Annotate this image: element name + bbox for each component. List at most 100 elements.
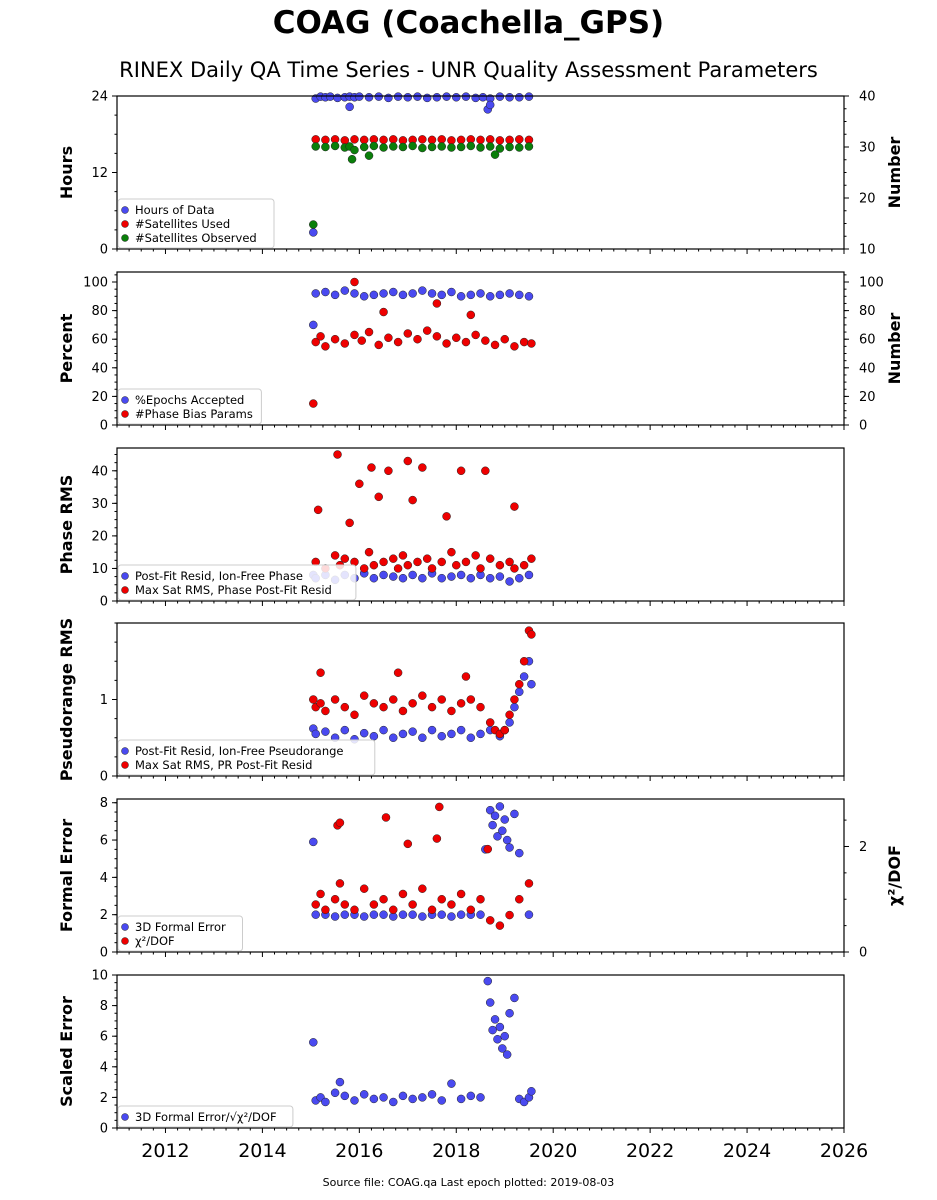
data-point	[495, 92, 505, 101]
data-point	[432, 299, 442, 308]
data-point	[502, 835, 512, 845]
data-point	[418, 286, 427, 295]
data-point	[330, 695, 340, 704]
data-point	[498, 1044, 507, 1053]
legend-marker	[121, 761, 129, 769]
data-point	[321, 727, 330, 736]
data-point	[456, 1094, 466, 1104]
data-point	[456, 725, 466, 735]
data-point	[505, 142, 514, 152]
data-point	[485, 718, 495, 727]
data-point	[398, 290, 408, 300]
data-point	[369, 731, 379, 741]
data-point	[461, 92, 471, 101]
data-point	[481, 336, 490, 345]
data-point	[505, 710, 514, 720]
data-point	[456, 292, 466, 301]
data-point	[355, 479, 364, 489]
data-point	[398, 573, 408, 583]
x-tick-label: 2012	[141, 1140, 189, 1162]
data-point	[447, 900, 456, 909]
data-point	[359, 884, 369, 893]
data-point	[495, 144, 505, 153]
data-point	[379, 143, 388, 152]
y-axis-label: Scaled Error	[57, 996, 76, 1107]
data-point	[393, 668, 403, 677]
y-tick-label: 40	[91, 464, 108, 479]
figure-subtitle: RINEX Daily QA Time Series - UNR Quality…	[119, 58, 818, 82]
data-point	[408, 141, 417, 151]
data-point	[500, 725, 509, 735]
data-point	[476, 135, 485, 145]
y-right-tick-label: 2	[859, 840, 867, 855]
data-point	[488, 1025, 497, 1035]
data-point	[422, 93, 432, 103]
legend: 3D Formal Error/√χ²/DOF	[117, 1105, 294, 1128]
data-point	[364, 547, 374, 557]
legend: Hours of Data#Satellites Used#Satellites…	[117, 198, 275, 249]
data-point	[418, 573, 427, 583]
data-point	[447, 1079, 456, 1088]
data-point	[418, 1093, 427, 1102]
data-point	[309, 837, 318, 847]
data-point	[398, 551, 408, 560]
y-tick-label: 24	[91, 90, 108, 105]
legend-marker	[121, 937, 129, 945]
legend-marker	[121, 1113, 129, 1121]
data-point	[321, 706, 330, 716]
legend-marker	[121, 396, 129, 404]
data-point	[311, 337, 320, 347]
data-point	[369, 699, 379, 708]
data-point	[379, 557, 388, 567]
data-point	[379, 135, 388, 145]
data-point	[478, 93, 488, 102]
data-point	[505, 557, 514, 567]
y-right-tick-label: 30	[859, 141, 876, 156]
y-tick-label: 0	[100, 946, 108, 961]
data-point	[505, 135, 514, 145]
data-point	[456, 135, 466, 145]
data-point	[316, 889, 325, 899]
data-point	[330, 290, 340, 300]
legend-label: χ²/DOF	[135, 934, 175, 948]
data-point	[527, 339, 536, 348]
data-point	[389, 572, 398, 581]
plot-frame	[116, 447, 845, 602]
data-point	[321, 342, 330, 351]
y-tick-label: 40	[91, 361, 108, 376]
data-point	[408, 699, 417, 708]
data-point	[359, 912, 369, 921]
y-tick-label: 60	[91, 333, 108, 348]
data-point	[452, 560, 461, 570]
y-tick-label: 0	[100, 243, 108, 258]
data-point	[495, 921, 505, 930]
legend-marker	[121, 206, 129, 214]
legend-marker	[121, 220, 129, 228]
data-point	[519, 657, 529, 666]
legend-marker	[121, 923, 129, 931]
data-point	[471, 551, 480, 560]
data-point	[427, 564, 437, 573]
data-point	[515, 143, 524, 152]
data-point	[485, 142, 495, 151]
data-point	[369, 573, 379, 583]
data-point	[456, 889, 466, 899]
data-point	[493, 1035, 502, 1044]
data-point	[505, 577, 514, 586]
data-point	[350, 905, 359, 915]
data-point	[510, 809, 519, 819]
data-point	[437, 1096, 446, 1105]
data-point	[335, 1077, 345, 1087]
data-point	[359, 142, 369, 152]
data-point	[350, 277, 359, 287]
y-right-tick-label: 0	[859, 419, 867, 434]
data-point	[452, 333, 461, 343]
data-point	[422, 554, 432, 563]
data-point	[350, 289, 359, 298]
x-tick-label: 2014	[238, 1140, 286, 1162]
legend-label: Hours of Data	[135, 203, 215, 217]
data-point	[309, 399, 318, 408]
data-point	[403, 93, 413, 102]
